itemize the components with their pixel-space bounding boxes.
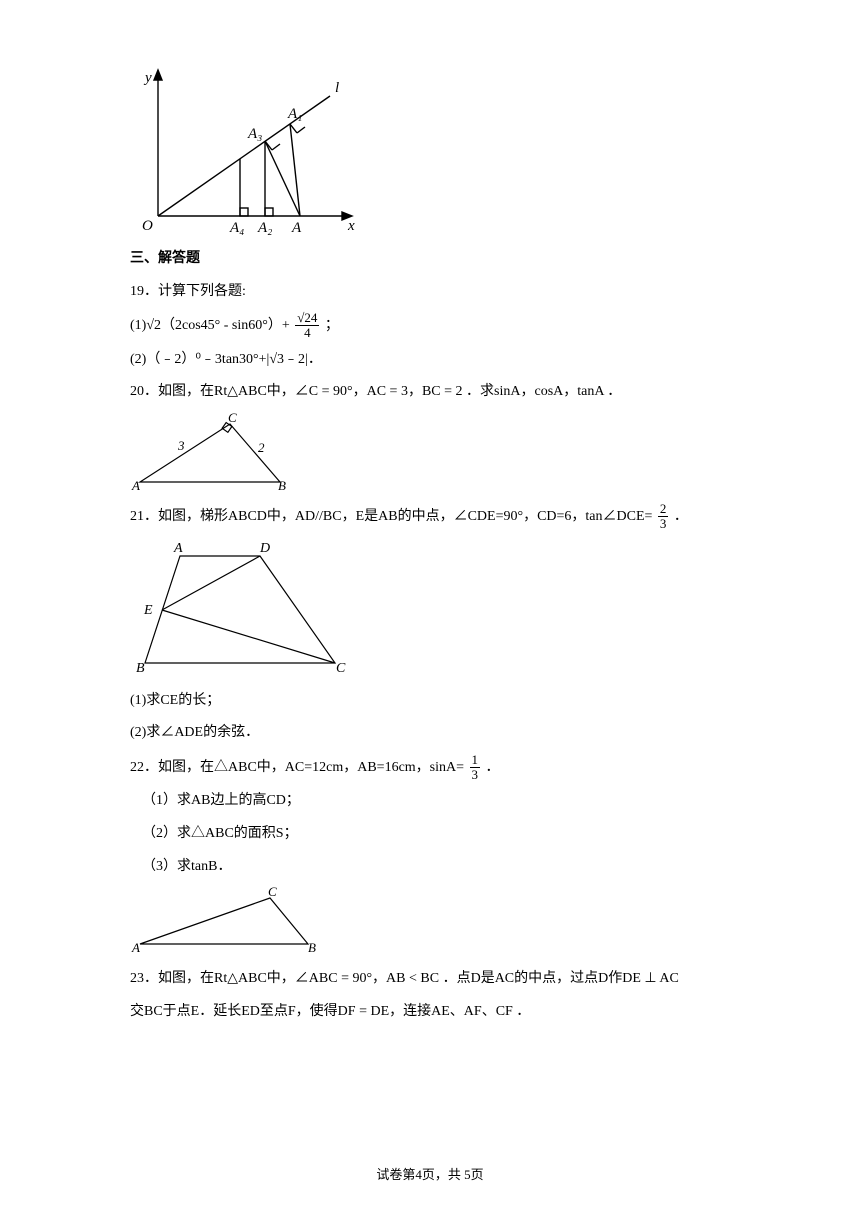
q21-label-d: D [259, 541, 270, 556]
q19-part1-pre: (1)√2（2cos45° - sin60°）+ [130, 318, 290, 333]
q19-part1: (1)√2（2cos45° - sin60°）+ √24 4 ； [130, 311, 730, 341]
figure-q22: A B C [130, 886, 730, 956]
q19-frac-den: 4 [295, 326, 319, 340]
q19-part2: (2)（﹣2）⁰﹣3tan30°+|√3﹣2|． [130, 347, 730, 374]
q21-label-b: B [136, 661, 145, 676]
q20-label-b: B [278, 478, 286, 492]
q21-stem-pre: 21．如图，梯形ABCD中，AD//BC，E是AB的中点，∠CDE=90°，CD… [130, 509, 652, 524]
q22-frac-den: 3 [470, 768, 481, 782]
point-a3: A₃ [247, 126, 262, 142]
q19-part1-post: ； [325, 318, 339, 333]
q22-part1: （1）求AB边上的高CD； [142, 788, 730, 815]
q20-svg: A B C 3 2 [130, 412, 300, 492]
q19-frac-num: √24 [295, 311, 319, 326]
q22-frac: 1 3 [470, 753, 481, 783]
q21-frac-num: 2 [658, 502, 669, 517]
q21-label-a: A [173, 541, 183, 556]
axis-label-x: x [347, 218, 355, 234]
figure-coordinate-system: y l O A₄ A₂ A x A₁ A₃ [130, 66, 730, 236]
q21-label-c: C [336, 661, 346, 676]
q19-stem: 19．计算下列各题: [130, 279, 730, 306]
figure-q20: A B C 3 2 [130, 412, 730, 492]
q21-part2: (2)求∠ADE的余弦． [130, 720, 730, 747]
q22-frac-num: 1 [470, 753, 481, 768]
q21-svg: A D B C E [130, 538, 350, 678]
q20-side-3: 3 [177, 438, 185, 453]
point-a: A [291, 220, 302, 236]
q20-label-c: C [228, 412, 237, 425]
q22-part3: （3）求tanB． [142, 854, 730, 881]
q19-frac: √24 4 [295, 311, 319, 341]
point-a4: A₄ [229, 220, 244, 236]
q21-label-e: E [143, 603, 153, 618]
q22-part2: （2）求△ABC的面积S； [142, 821, 730, 848]
q21-stem-post: ． [674, 509, 688, 524]
figure-q21: A D B C E [130, 538, 730, 678]
q21-part1: (1)求CE的长； [130, 688, 730, 715]
q21-frac: 2 3 [658, 502, 669, 532]
q22-svg: A B C [130, 886, 330, 956]
q23-line1: 23．如图，在Rt△ABC中，∠ABC = 90°，AB < BC ．点D是AC… [130, 966, 730, 993]
origin-label: O [142, 218, 153, 234]
section-header: 三、解答题 [130, 246, 730, 273]
axis-label-y: y [143, 70, 152, 86]
coord-svg: y l O A₄ A₂ A x A₁ A₃ [130, 66, 360, 236]
q21-frac-den: 3 [658, 517, 669, 531]
page-footer: 试卷第4页，共 5页 [0, 1163, 860, 1188]
q20-side-2: 2 [258, 440, 265, 455]
point-a2: A₂ [257, 220, 272, 236]
q22-stem: 22．如图，在△ABC中，AC=12cm，AB=16cm，sinA= 1 3 ． [130, 753, 730, 783]
line-label-l: l [335, 80, 339, 96]
q20-text: 20．如图，在Rt△ABC中，∠C = 90°，AC = 3，BC = 2 ．求… [130, 379, 730, 406]
q22-label-b: B [308, 940, 316, 955]
point-a1: A₁ [287, 106, 302, 122]
q22-label-a: A [131, 940, 140, 955]
q22-stem-post: ． [486, 760, 500, 775]
q22-label-c: C [268, 886, 277, 899]
q20-label-a: A [131, 478, 140, 492]
q23-line2: 交BC于点E．延长ED至点F，使得DF = DE，连接AE、AF、CF ． [130, 999, 730, 1026]
q21-stem: 21．如图，梯形ABCD中，AD//BC，E是AB的中点，∠CDE=90°，CD… [130, 502, 730, 532]
q22-stem-pre: 22．如图，在△ABC中，AC=12cm，AB=16cm，sinA= [130, 760, 464, 775]
